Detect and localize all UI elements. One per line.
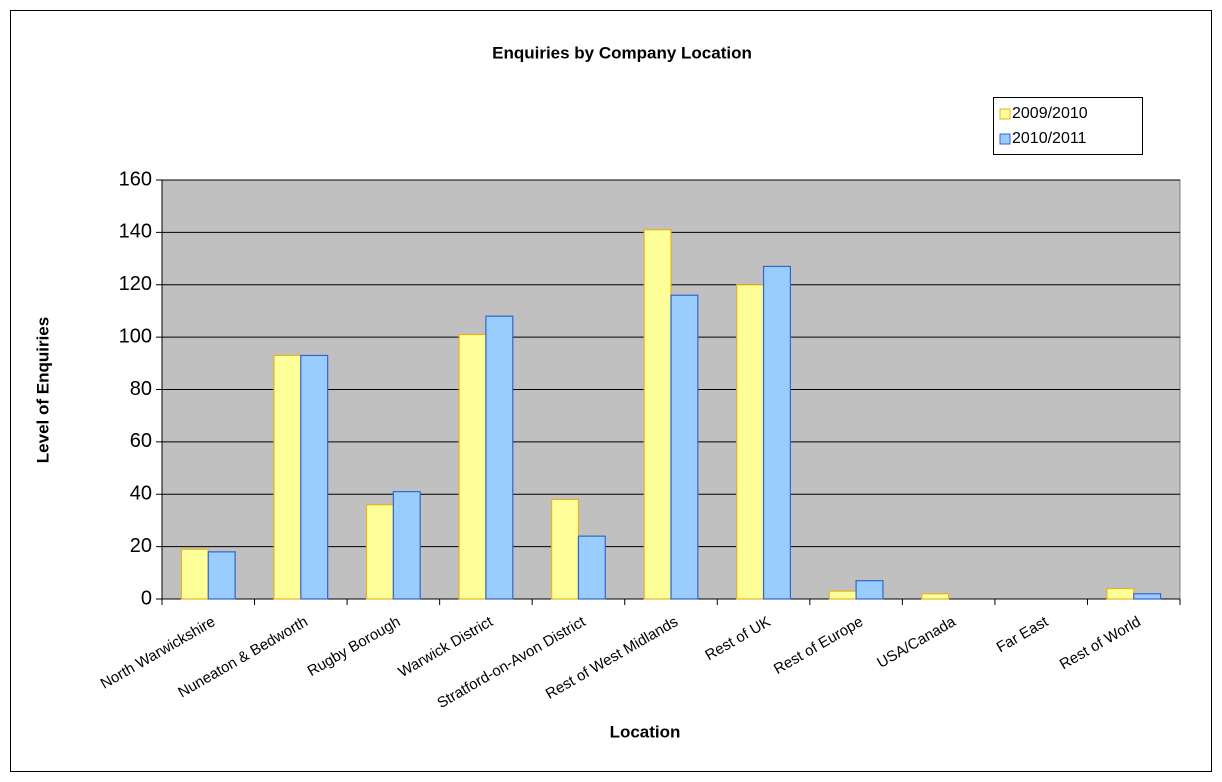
y-tick-label: 140 [119, 221, 152, 243]
y-axis-label: Level of Enquiries [33, 317, 52, 463]
bar [392, 491, 421, 600]
bar [1106, 587, 1135, 600]
bar [485, 315, 514, 600]
legend-label: 2010/2011 [1012, 130, 1087, 147]
y-tick-label: 120 [119, 273, 152, 295]
bar [300, 354, 329, 600]
y-tick-label: 80 [130, 378, 152, 400]
bar [643, 229, 672, 600]
bar [670, 294, 699, 600]
bar [207, 551, 236, 600]
bar [577, 535, 606, 600]
bar [736, 284, 765, 600]
y-tick-label: 40 [130, 483, 152, 505]
bar [273, 354, 302, 600]
bar [855, 580, 884, 600]
y-tick-label: 0 [141, 587, 152, 609]
y-tick-label: 60 [130, 430, 152, 452]
bar [762, 265, 791, 600]
legend-swatch [999, 108, 1011, 120]
bar [365, 504, 394, 600]
bar [828, 590, 857, 600]
bar [458, 333, 487, 600]
bar [551, 498, 580, 600]
bar [921, 593, 950, 600]
legend-box [993, 97, 1143, 155]
bar [180, 548, 209, 600]
x-axis-label: Location [610, 722, 681, 741]
bar [1133, 593, 1162, 600]
chart-title: Enquiries by Company Location [492, 43, 752, 62]
y-tick-label: 20 [130, 535, 152, 557]
legend-swatch [999, 133, 1011, 145]
y-tick-label: 160 [119, 168, 152, 190]
legend-label: 2009/2010 [1012, 105, 1088, 122]
y-tick-label: 100 [119, 325, 152, 347]
